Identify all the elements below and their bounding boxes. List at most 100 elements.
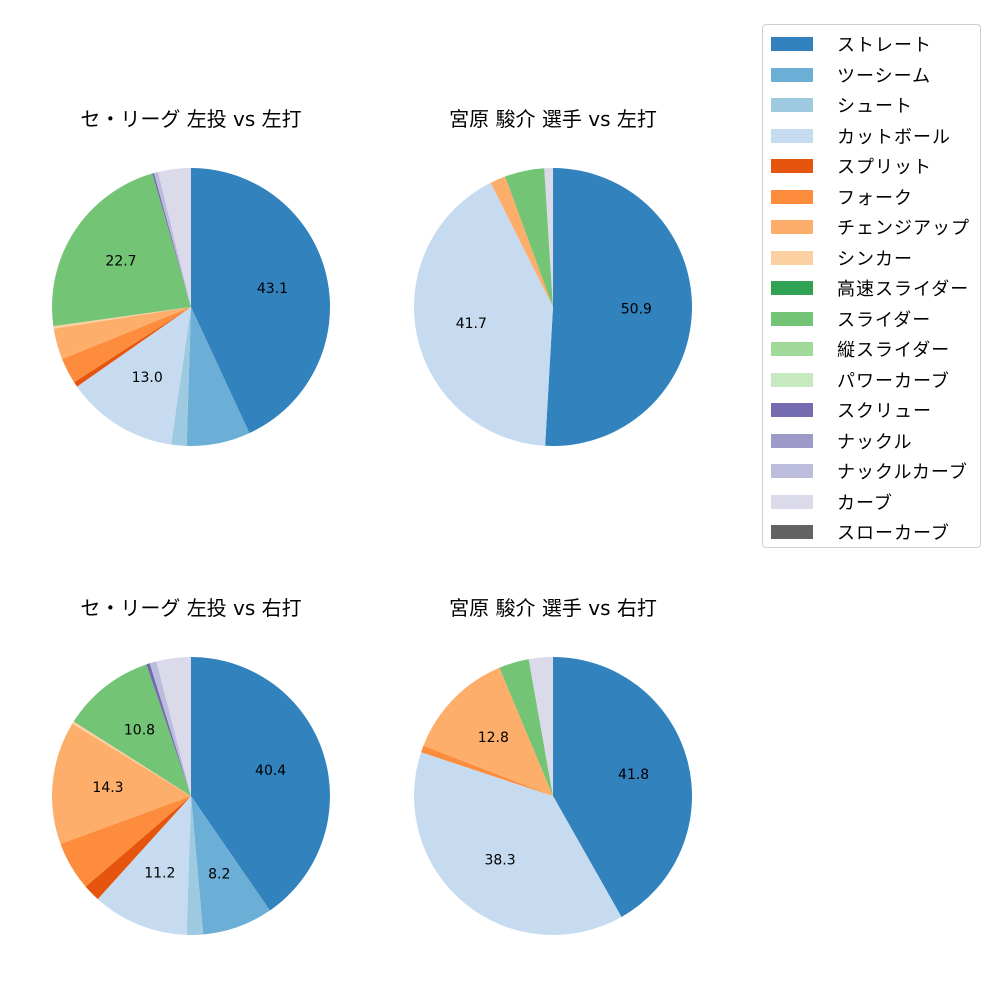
pie-slice (528, 657, 553, 796)
legend-item: スプリット (771, 154, 932, 178)
pie-slice (490, 176, 553, 307)
legend-label: ストレート (837, 35, 932, 56)
pie-slice (97, 796, 191, 935)
slice-value-label: 40.4 (255, 763, 286, 779)
legend-swatch (771, 464, 813, 478)
legend-swatch (771, 220, 813, 234)
legend-label: スローカーブ (837, 523, 950, 544)
pie-slice (72, 721, 191, 796)
legend-item: 縦スライダー (771, 337, 950, 361)
legend-item: ストレート (771, 32, 932, 56)
legend-label: 縦スライダー (837, 340, 951, 361)
pie-slice (553, 657, 693, 917)
legend-item: ツーシーム (771, 63, 931, 87)
chart-title-player-vs-right: 宮原 駿介 選手 vs 右打 (449, 596, 657, 620)
legend-swatch (771, 37, 813, 51)
chart-title-league-vs-right: セ・リーグ 左投 vs 右打 (80, 596, 302, 620)
slice-value-label: 13.0 (132, 370, 163, 386)
legend-swatch (771, 372, 813, 387)
slice-value-label: 12.8 (478, 730, 509, 746)
legend-swatch (771, 494, 813, 509)
pie-slice (191, 657, 330, 911)
chart-title-league-vs-left: セ・リーグ 左投 vs 左打 (80, 107, 302, 131)
legend-label: フォーク (837, 187, 913, 209)
pie-slice (186, 307, 250, 446)
legend-label: カットボール (837, 126, 951, 148)
pie-slice (152, 173, 191, 307)
legend-swatch (771, 403, 813, 417)
legend-item: シュート (771, 93, 913, 117)
legend-swatch (771, 98, 813, 112)
pie-slice (153, 171, 191, 307)
legend-label: ナックルカーブ (837, 462, 968, 483)
pie-slice (149, 661, 191, 796)
legend-label: スプリット (837, 157, 932, 178)
pie-slice (156, 657, 191, 796)
legend-item: シンカー (771, 246, 913, 270)
pie-slice (545, 168, 693, 446)
slice-value-label: 41.7 (456, 316, 487, 332)
legend-item: スローカーブ (771, 520, 950, 544)
pie-slice (51, 723, 192, 844)
legend-item: スライダー (771, 307, 931, 331)
pie-slice (146, 663, 191, 796)
legend-swatch (771, 433, 813, 448)
slice-value-label: 38.3 (484, 852, 515, 868)
slice-value-label: 11.2 (144, 865, 175, 881)
legend-swatch (771, 525, 813, 539)
pie-slice (544, 168, 553, 307)
slice-value-label: 43.1 (257, 281, 288, 297)
legend-item: スクリュー (771, 398, 932, 422)
legend-item: 高速スライダー (771, 276, 969, 300)
slice-value-label: 14.3 (92, 780, 123, 796)
legend-label: スクリュー (837, 401, 932, 422)
pie-slice (74, 307, 191, 387)
legend-label: チェンジアップ (837, 218, 970, 239)
legend-swatch (771, 189, 813, 204)
slice-value-label: 22.7 (105, 254, 136, 270)
legend-item: フォーク (771, 185, 913, 209)
legend-item: ナックル (771, 429, 912, 453)
legend-label: シンカー (837, 248, 913, 270)
legend-label: シュート (837, 96, 913, 117)
legend-swatch (771, 159, 813, 173)
legend-swatch (771, 128, 813, 143)
pie-slice (53, 307, 191, 329)
legend-label: カーブ (837, 492, 893, 514)
legend-label: ツーシーム (837, 65, 932, 87)
pie-slice (423, 667, 553, 796)
legend-swatch (771, 342, 813, 356)
slice-value-label: 8.2 (208, 866, 230, 882)
slice-value-label: 50.9 (621, 301, 652, 317)
legend-label: パワーカーブ (837, 370, 950, 392)
slice-value-label: 41.8 (618, 767, 649, 783)
chart-title-player-vs-left: 宮原 駿介 選手 vs 左打 (449, 107, 657, 131)
legend-item: チェンジアップ (771, 215, 970, 239)
slice-value-label: 10.8 (124, 722, 155, 738)
pie-slice (60, 796, 192, 887)
legend-item: カットボール (771, 124, 951, 148)
pie-slice (414, 752, 622, 936)
pie-slice (499, 659, 553, 796)
legend-label: スライダー (837, 309, 932, 331)
pie-slice (53, 307, 191, 359)
legend: ストレートツーシームシュートカットボール スプリットフォークチェンジアップ シンカー… (762, 24, 981, 548)
legend-swatch (771, 250, 813, 265)
legend-label: ナックル (837, 431, 913, 453)
pie-slice (170, 307, 191, 446)
pie-slice (85, 796, 191, 900)
pie-slice (158, 168, 191, 307)
pie-slice (62, 307, 191, 383)
legend-swatch (771, 67, 813, 82)
pie-slice (77, 307, 191, 445)
pie-slice (186, 796, 204, 935)
legend-item: パワーカーブ (771, 368, 950, 392)
pie-slice (51, 173, 191, 327)
legend-swatch (771, 281, 813, 295)
legend-label: 高速スライダー (837, 279, 970, 300)
legend-item: カーブ (771, 490, 893, 514)
legend-swatch (771, 311, 813, 326)
pie-slice (73, 664, 191, 796)
pie-slice (421, 745, 553, 796)
legend-item: ナックルカーブ (771, 459, 968, 483)
